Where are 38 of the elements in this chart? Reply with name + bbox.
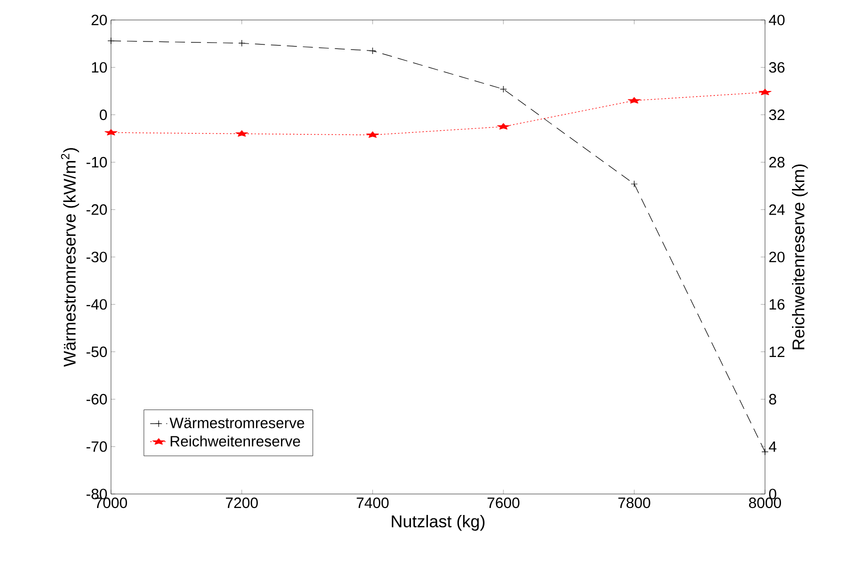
y-tick-label: -30 (86, 252, 107, 262)
x-tick-label: 7800 (618, 498, 650, 508)
y-tick-label: -50 (86, 346, 107, 358)
y2-tick-label: 20 (769, 252, 785, 262)
y-tick-label: 10 (92, 62, 107, 73)
y-tick-label: -10 (86, 156, 107, 168)
x-tick-label: 7400 (356, 498, 389, 508)
y-tick-label: -20 (86, 204, 107, 215)
y-tick-label: 20 (92, 14, 107, 26)
x-axis-title: Nutzlast (kg) (392, 514, 484, 531)
y-tick-label: -70 (86, 441, 107, 452)
y2-tick-label: 4 (768, 441, 776, 452)
legend-label: Reichweitenreserve (170, 436, 300, 447)
y2-tick-label: 40 (768, 14, 785, 26)
x-tick-label: 7000 (95, 498, 128, 508)
y-tick-label: -60 (86, 394, 107, 404)
y2-tick-label: 0 (769, 488, 776, 500)
y-tick-label: -80 (86, 488, 107, 500)
y-tick-label: 0 (100, 109, 107, 120)
y-tick-label: -40 (86, 299, 107, 310)
y2-tick-label: 36 (769, 62, 784, 73)
legend-label: Wärmestromreserve (170, 418, 304, 428)
point (369, 47, 376, 54)
x-tick-label: 7600 (488, 498, 520, 508)
point (108, 37, 114, 44)
x-tick-label: 7200 (226, 498, 258, 508)
y2-tick-label: 8 (769, 394, 776, 404)
point (238, 40, 246, 47)
y2-tick-label: 12 (770, 346, 784, 358)
y-axis-title: Wärmestromreserve (kW/m$^{2}$) (61, 148, 80, 367)
point (630, 180, 638, 188)
x-tick-label: 8000 (749, 498, 782, 508)
y2-tick-label: 32 (769, 110, 784, 120)
point (500, 86, 507, 93)
y2-tick-label: 16 (770, 299, 784, 310)
y2-tick-label: 24 (769, 204, 785, 215)
y2-tick-label: 28 (769, 156, 784, 168)
y2-axis-title: Reichweitenreserve (km) (792, 164, 808, 350)
